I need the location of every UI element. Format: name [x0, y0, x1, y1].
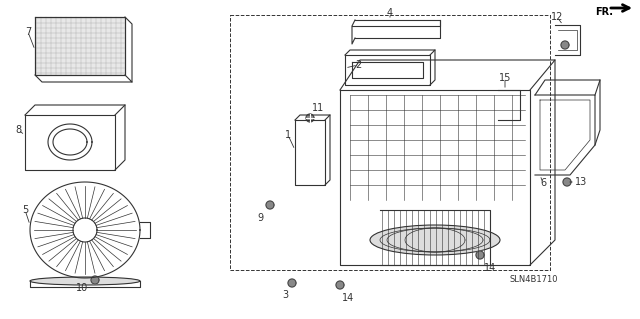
Ellipse shape: [30, 277, 140, 285]
Text: 9: 9: [257, 213, 263, 223]
Text: 2: 2: [355, 60, 361, 70]
Text: 14: 14: [484, 263, 496, 273]
Polygon shape: [561, 41, 569, 49]
FancyBboxPatch shape: [35, 17, 125, 75]
Text: 7: 7: [25, 27, 31, 37]
Text: 6: 6: [540, 178, 546, 188]
Polygon shape: [266, 201, 274, 209]
Text: 4: 4: [387, 8, 393, 18]
Text: 12: 12: [551, 12, 563, 22]
Polygon shape: [306, 114, 314, 122]
Text: FR.: FR.: [595, 7, 613, 17]
Text: 15: 15: [499, 73, 511, 83]
Text: 3: 3: [282, 290, 288, 300]
Polygon shape: [91, 276, 99, 284]
Polygon shape: [336, 281, 344, 289]
Text: 10: 10: [76, 283, 88, 293]
Text: 14: 14: [342, 293, 354, 303]
Text: 1: 1: [285, 130, 291, 140]
Text: 11: 11: [312, 103, 324, 113]
Polygon shape: [288, 279, 296, 287]
Text: 5: 5: [22, 205, 28, 215]
Text: 8: 8: [15, 125, 21, 135]
Text: SLN4B1710: SLN4B1710: [510, 275, 559, 284]
Polygon shape: [476, 251, 484, 259]
Ellipse shape: [370, 225, 500, 255]
Text: 13: 13: [575, 177, 588, 187]
Polygon shape: [563, 178, 571, 186]
